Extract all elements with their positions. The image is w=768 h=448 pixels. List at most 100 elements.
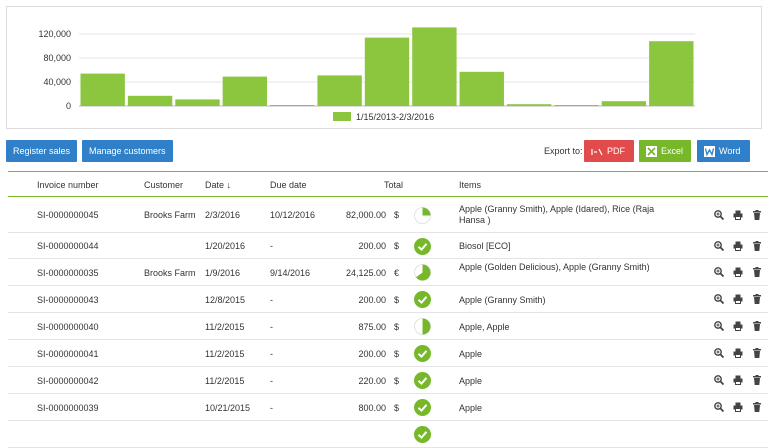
print-icon[interactable]	[733, 402, 743, 413]
export-excel-button[interactable]: Excel	[639, 140, 691, 162]
table-row[interactable]: SI-0000000040 11/2/2015 - 875.00 $ Apple, App…	[8, 313, 768, 340]
zoom-in-icon[interactable]	[714, 240, 725, 251]
table-header: Invoice number Customer Date ↓ Due date …	[8, 171, 768, 197]
table-row[interactable]: SI-0000000044 1/20/2016 - 200.00 $ Biosol [EC…	[8, 233, 768, 259]
register-sales-button[interactable]: Register sales	[6, 140, 78, 162]
print-icon[interactable]	[733, 348, 743, 359]
total-amount: 800.00	[358, 402, 386, 413]
zoom-in-icon[interactable]	[714, 348, 725, 359]
zoom-in-icon[interactable]	[714, 267, 725, 278]
zoom-in-icon[interactable]	[714, 402, 725, 413]
zoom-in-icon[interactable]	[714, 321, 725, 332]
trash-icon[interactable]	[752, 321, 762, 332]
chart-bar[interactable]	[80, 73, 125, 106]
invoice-items: Apple (Golden Delicious), Apple (Granny …	[459, 261, 650, 272]
print-icon[interactable]	[733, 321, 743, 332]
legend-label[interactable]: 1/15/2013-2/3/2016	[356, 112, 434, 122]
chart-bar[interactable]	[506, 104, 552, 106]
row-actions	[705, 321, 762, 332]
invoice-number[interactable]: SI-0000000045	[37, 210, 99, 220]
invoice-items: Apple (Granny Smith)	[459, 294, 546, 305]
chart-bar[interactable]	[270, 105, 315, 106]
header-date[interactable]: Date ↓	[205, 180, 232, 190]
chart-bar[interactable]	[412, 27, 457, 106]
chart-bar[interactable]	[459, 71, 504, 106]
y-tick-label: 80,000	[43, 53, 71, 63]
trash-icon[interactable]	[752, 402, 762, 413]
row-actions	[705, 294, 762, 305]
chart-bar[interactable]	[317, 75, 362, 106]
header-items[interactable]: Items	[459, 180, 482, 190]
invoice-number[interactable]: SI-0000000041	[37, 348, 99, 359]
print-icon[interactable]	[733, 241, 743, 251]
customer-name: Brooks Farm	[144, 267, 196, 278]
table-row[interactable]: SI-0000000035 Brooks Farm 1/9/2016 9/14/201…	[8, 259, 768, 286]
currency-symbol: $	[394, 402, 400, 413]
trash-icon[interactable]	[752, 348, 762, 359]
invoice-items: Apple	[459, 375, 483, 386]
print-icon[interactable]	[733, 294, 743, 305]
print-icon[interactable]	[733, 210, 743, 220]
due-date: 9/14/2016	[270, 267, 311, 278]
invoice-date: 12/8/2015	[205, 294, 246, 305]
excel-icon	[646, 146, 657, 158]
invoice-number[interactable]: SI-0000000035	[37, 267, 99, 278]
chart-bar[interactable]	[222, 76, 268, 106]
invoice-items: Apple	[459, 348, 483, 359]
trash-icon[interactable]	[752, 294, 762, 305]
header-customer[interactable]: Customer	[144, 180, 184, 190]
export-word-button[interactable]: Word	[697, 140, 750, 162]
header-invoice-number[interactable]: Invoice number	[37, 180, 99, 190]
table-row[interactable]: SI-0000000042 11/2/2015 - 220.00 $ Apple	[8, 367, 768, 394]
zoom-in-icon[interactable]	[714, 294, 725, 305]
payment-status-icon	[414, 206, 431, 224]
invoice-number[interactable]: SI-0000000040	[37, 321, 99, 332]
trash-icon[interactable]	[752, 209, 762, 220]
chart-bar[interactable]	[649, 41, 694, 107]
row-actions	[705, 348, 762, 359]
chart-bar[interactable]	[127, 95, 173, 106]
invoice-items: Apple, Apple	[459, 321, 510, 332]
manage-customers-button[interactable]: Manage customers	[82, 140, 173, 162]
invoice-number[interactable]: SI-0000000039	[37, 402, 99, 413]
trash-icon[interactable]	[752, 240, 762, 251]
invoice-date: 1/9/2016	[205, 267, 241, 278]
invoice-number[interactable]: SI-0000000044	[37, 241, 99, 251]
payment-status-icon	[414, 237, 431, 255]
chart-bar[interactable]	[554, 105, 599, 106]
invoice-items: Apple	[459, 402, 483, 413]
invoice-number[interactable]: SI-0000000042	[37, 375, 99, 386]
table-row[interactable]	[8, 421, 768, 448]
invoice-date: 1/20/2016	[205, 241, 246, 251]
table-row[interactable]: SI-0000000039 10/21/2015 - 800.00 $ Apple	[8, 394, 768, 421]
trash-icon[interactable]	[752, 267, 762, 278]
header-total[interactable]: Total	[384, 180, 404, 190]
export-pdf-label: PDF	[607, 146, 625, 156]
header-due-date[interactable]: Due date	[270, 180, 307, 190]
table-row[interactable]: SI-0000000045 Brooks Farm 2/3/2016 10/12/20…	[8, 197, 768, 233]
row-actions	[705, 267, 762, 278]
export-pdf-button[interactable]: PDF	[584, 140, 634, 162]
row-actions	[705, 375, 762, 386]
table-row[interactable]: SI-0000000043 12/8/2015 - 200.00 $ Apple (Gra…	[8, 286, 768, 313]
export-excel-label: Excel	[661, 146, 684, 156]
print-icon[interactable]	[733, 267, 743, 278]
invoice-date: 11/2/2015	[205, 321, 245, 332]
currency-symbol: $	[394, 210, 400, 220]
table-row[interactable]: SI-0000000041 11/2/2015 - 200.00 $ Apple	[8, 340, 768, 367]
chart-bar[interactable]	[364, 37, 410, 106]
chart-bar[interactable]	[601, 101, 647, 106]
due-date: -	[270, 321, 273, 332]
chart-bar[interactable]	[175, 99, 220, 106]
trash-icon[interactable]	[752, 375, 762, 386]
manage-customers-label: Manage customers	[89, 146, 166, 156]
due-date: -	[270, 294, 273, 305]
invoice-date: 2/3/2016	[205, 210, 241, 220]
invoice-number[interactable]: SI-0000000043	[37, 294, 99, 305]
payment-status-icon	[414, 372, 431, 389]
currency-symbol: $	[394, 348, 400, 359]
zoom-in-icon[interactable]	[714, 375, 725, 386]
export-word-label: Word	[719, 146, 741, 156]
print-icon[interactable]	[733, 375, 743, 386]
zoom-in-icon[interactable]	[714, 209, 725, 220]
